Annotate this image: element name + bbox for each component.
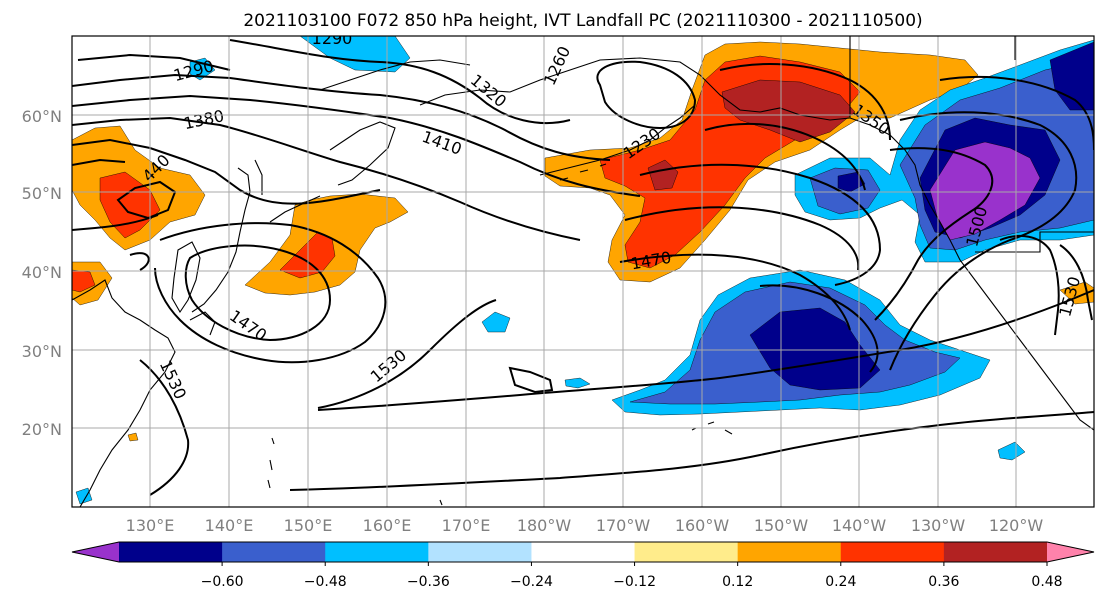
negative-anomaly-small-1: [481, 311, 511, 333]
colorbar-tick-label: −0.48: [304, 574, 347, 590]
lon-label: 130°W: [911, 516, 966, 535]
colorbar-tick-label: 0.36: [928, 574, 959, 590]
colorbar-tick-label: 0.12: [722, 574, 753, 590]
lat-label: 60°N: [22, 107, 62, 126]
lon-label: 170°W: [596, 516, 651, 535]
colorbar-segment: [428, 542, 532, 562]
colorbar-segment: [737, 542, 842, 562]
colorbar-segment: [222, 542, 326, 562]
lon-label: 150°E: [284, 516, 333, 535]
lat-label: 40°N: [22, 263, 62, 282]
colorbar-tick-label: 0.24: [825, 574, 856, 590]
lon-label: 160°E: [363, 516, 412, 535]
colorbar-tick-label: −0.12: [613, 574, 656, 590]
colorbar-tick-label: −0.60: [201, 574, 244, 590]
negative-anomaly-small-max: [837, 171, 866, 193]
figure-title: 2021103100 F072 850 hPa height, IVT Land…: [243, 11, 922, 31]
positive-anomaly-asia-core: [99, 171, 161, 239]
positive-anomaly-small-2: [127, 432, 139, 442]
negative-anomaly-small-3: [997, 441, 1026, 461]
colorbar-extend-low: [72, 542, 119, 562]
map-frame: [71, 35, 1095, 508]
colorbar-segment: [325, 542, 429, 562]
lat-label: 20°N: [22, 420, 62, 439]
map-panel: 1290 1320 1380 1410 440 1230 1260 1350 1…: [72, 29, 1094, 507]
lat-label: 50°N: [22, 184, 62, 203]
colorbar-segment: [634, 542, 739, 562]
lon-label: 160°W: [675, 516, 730, 535]
positive-anomaly-alaska-max2: [647, 159, 679, 191]
coastlines: [72, 36, 1094, 507]
colorbar-tick-label: 0.48: [1031, 574, 1062, 590]
colorbar: −0.60 −0.48 −0.36 −0.24 −0.12 0.12 0.24 0.36 0.4…: [71, 541, 1095, 590]
colorbar-segment: [943, 542, 1048, 562]
lon-label: 180°W: [517, 516, 572, 535]
lon-label: 120°W: [989, 516, 1044, 535]
colorbar-outline: [71, 541, 1095, 563]
lon-label: 140°E: [205, 516, 254, 535]
colorbar-extend-high: [1047, 542, 1094, 562]
gridlines: [72, 36, 1094, 507]
lon-label: 170°E: [442, 516, 491, 535]
colorbar-tick-label: −0.36: [407, 574, 450, 590]
lon-label: 150°W: [754, 516, 809, 535]
lon-label: 140°W: [832, 516, 887, 535]
colorbar-segment: [840, 542, 945, 562]
colorbar-segment: [531, 542, 636, 562]
colorbar-segment: [119, 542, 223, 562]
latitude-labels: 60°N 50°N 40°N 30°N 20°N: [22, 107, 62, 439]
negative-anomaly-top2: [189, 57, 216, 81]
positive-anomaly-left-edge-core: [72, 269, 96, 293]
lon-label: 130°E: [126, 516, 175, 535]
negative-anomaly-small-2: [564, 377, 591, 389]
longitude-labels: 130°E 140°E 150°E 160°E 170°E 180°W 170°W 160°W…: [126, 516, 1044, 535]
negative-anomaly-small-4: [75, 487, 93, 505]
lat-label: 30°N: [22, 342, 62, 361]
contour-label-1290-top: 1290: [312, 29, 353, 48]
colorbar-tick-label: −0.24: [510, 574, 553, 590]
height-contours: [72, 39, 1094, 496]
